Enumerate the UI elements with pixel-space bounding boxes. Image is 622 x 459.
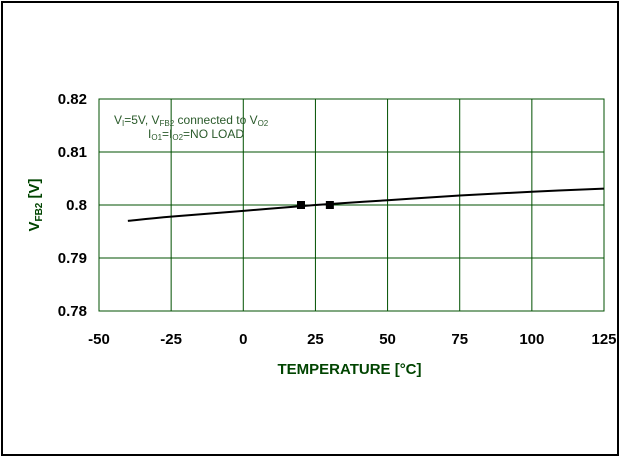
y-tick-label: 0.78 xyxy=(58,303,87,320)
y-tick-label: 0.82 xyxy=(58,91,87,108)
y-axis-title-sub: FB2 xyxy=(34,202,45,221)
series-line xyxy=(127,187,605,222)
y-axis-title-main: V xyxy=(26,222,43,232)
x-tick-label: 25 xyxy=(307,331,324,348)
annotation-line-1: VI=5V, VFB2 connected to VO2 xyxy=(114,113,269,128)
data-marker xyxy=(297,201,305,209)
y-tick-label: 0.8 xyxy=(66,197,87,214)
x-tick-label: 125 xyxy=(591,331,616,348)
x-tick-label: -25 xyxy=(160,331,182,348)
markers xyxy=(297,201,334,209)
svg-text:VFB2 [V]: VFB2 [V] xyxy=(26,178,45,231)
y-tick-label: 0.79 xyxy=(58,250,87,267)
y-tick-label: 0.81 xyxy=(58,144,87,161)
x-tick-label: 100 xyxy=(519,331,544,348)
x-tick-labels: -50 -25 0 25 50 75 100 125 xyxy=(88,331,616,348)
grid xyxy=(98,98,605,312)
x-axis-title: TEMPERATURE [°C] xyxy=(277,361,421,378)
data-marker xyxy=(325,201,334,209)
x-tick-label: 50 xyxy=(379,331,396,348)
x-tick-label: 75 xyxy=(451,331,468,348)
y-tick-labels: 0.78 0.79 0.8 0.81 0.82 xyxy=(58,91,87,320)
conditions-annotation: VI=5V, VFB2 connected to VO2 IO1=IO2=NO … xyxy=(114,113,269,142)
plot-area xyxy=(98,98,605,312)
y-axis-title-unit: [V] xyxy=(26,178,43,202)
x-tick-label: -50 xyxy=(88,331,110,348)
x-tick-label: 0 xyxy=(239,331,247,348)
y-axis-title: VFB2 [V] xyxy=(26,178,45,231)
annotation-line-2: IO1=IO2=NO LOAD xyxy=(148,127,244,142)
